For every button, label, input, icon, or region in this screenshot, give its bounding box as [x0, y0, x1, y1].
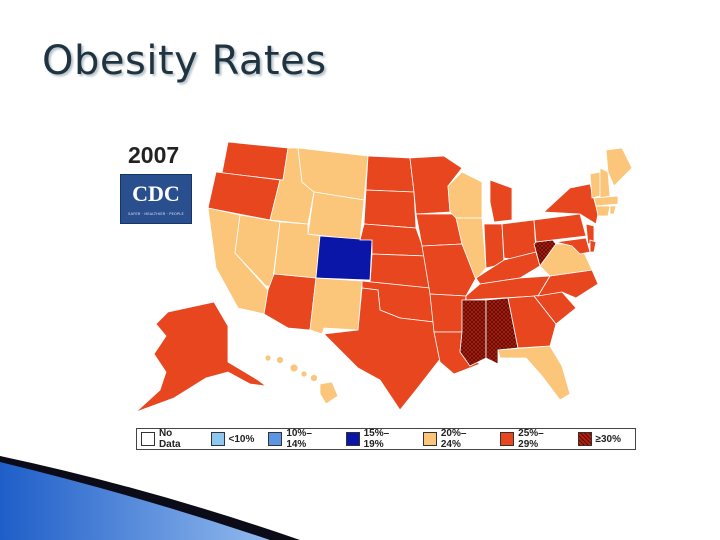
state-arkansas — [429, 293, 467, 333]
state-maine — [605, 147, 633, 187]
legend-swatch — [345, 432, 360, 446]
cdc-logo-text: CDC — [132, 181, 180, 206]
legend-item: 15%–19% — [345, 428, 409, 450]
state-massachusetts — [593, 195, 619, 207]
state-new-hampshire — [599, 167, 611, 199]
state-new-mexico — [309, 277, 363, 335]
slide-title: Obesity Rates — [42, 38, 327, 84]
state-texas — [323, 287, 445, 411]
state-arizona — [263, 273, 317, 331]
state-nevada — [234, 214, 281, 287]
state-wyoming — [307, 191, 365, 241]
state-iowa — [415, 213, 463, 247]
state-missouri — [421, 243, 477, 297]
state-south-dakota — [363, 189, 417, 229]
legend-label: 10%–14% — [286, 428, 312, 450]
state-alaska — [135, 301, 268, 413]
state-north-carolina — [537, 269, 599, 299]
state-rhode-island — [609, 205, 617, 215]
legend-item: ≥30% — [577, 432, 622, 446]
legend-swatch — [268, 432, 283, 446]
cdc-logo: CDC SAFER · HEALTHIER · PEOPLE — [120, 174, 192, 224]
legend-item: 10%–14% — [268, 428, 331, 450]
legend-swatch — [500, 432, 515, 446]
legend-label: 20%–24% — [440, 428, 467, 450]
legend-label: 15%–19% — [363, 428, 390, 450]
legend-item: <10% — [210, 432, 255, 446]
legend-item: 25%–29% — [500, 428, 563, 450]
state-mississippi — [459, 299, 487, 367]
legend-swatch — [422, 432, 437, 446]
state-connecticut — [595, 205, 611, 217]
legend-label: ≥30% — [595, 433, 622, 445]
state-north-dakota — [365, 155, 415, 193]
legend-swatch — [141, 432, 155, 446]
legend-label: <10% — [228, 433, 255, 445]
state-florida — [497, 345, 571, 401]
state-colorado — [315, 235, 373, 281]
map-year: 2007 — [128, 142, 180, 168]
state-michigan — [489, 179, 513, 223]
legend-item: No Data — [141, 428, 197, 450]
obesity-map-figure: 2007 CDC SAFER · HEALTHIER · PEOPLE No D… — [110, 128, 640, 458]
legend-swatch — [210, 432, 225, 446]
state-delaware — [589, 239, 597, 253]
state-maryland — [555, 237, 591, 255]
legend-swatch — [577, 432, 592, 446]
us-obesity-map — [135, 141, 633, 413]
legend-label: 25%–29% — [518, 428, 544, 450]
state-hawaii — [264, 354, 339, 405]
legend-item: 20%–24% — [422, 428, 486, 450]
legend-label: No Data — [158, 428, 181, 450]
state-vermont — [589, 171, 601, 199]
state-pennsylvania — [533, 213, 587, 243]
state-illinois — [455, 217, 487, 281]
cdc-logo-tagline: SAFER · HEALTHIER · PEOPLE — [128, 212, 184, 216]
map-legend: No Data <10% 10%–14% 15%–19% 20%–24% 25%… — [136, 428, 636, 450]
state-indiana — [483, 223, 505, 269]
